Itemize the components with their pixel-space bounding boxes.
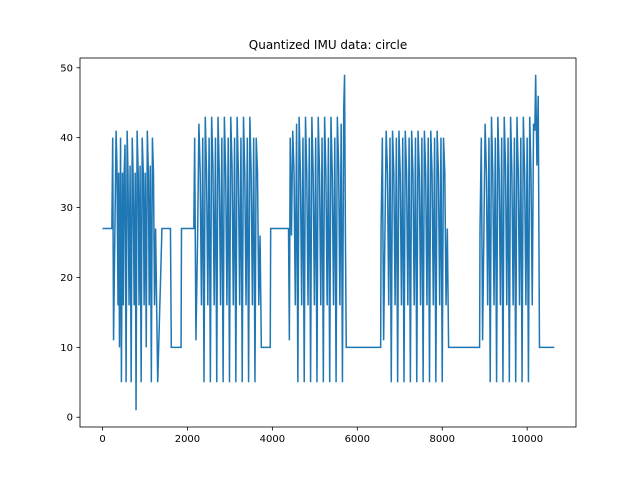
x-tick-label: 6000 <box>345 434 370 445</box>
x-axis: 0 2000 4000 6000 8000 10000 <box>99 427 543 445</box>
y-tick-label: 10 <box>60 343 73 354</box>
y-tick-label: 0 <box>67 413 73 424</box>
plot-area <box>102 74 555 411</box>
y-tick-label: 50 <box>60 63 73 74</box>
x-tick-label: 4000 <box>260 434 285 445</box>
x-tick-label: 0 <box>99 434 105 445</box>
y-tick-label: 20 <box>60 273 73 284</box>
axes-frame <box>79 57 577 428</box>
y-axis: 0 10 20 30 40 50 <box>60 63 80 424</box>
x-tick-label: 10000 <box>511 434 543 445</box>
x-tick-label: 8000 <box>430 434 455 445</box>
y-tick-label: 40 <box>60 133 73 144</box>
x-tick-label: 2000 <box>175 434 200 445</box>
series-line <box>102 74 555 411</box>
chart-title: Quantized IMU data: circle <box>249 38 407 52</box>
y-tick-label: 30 <box>60 203 73 214</box>
